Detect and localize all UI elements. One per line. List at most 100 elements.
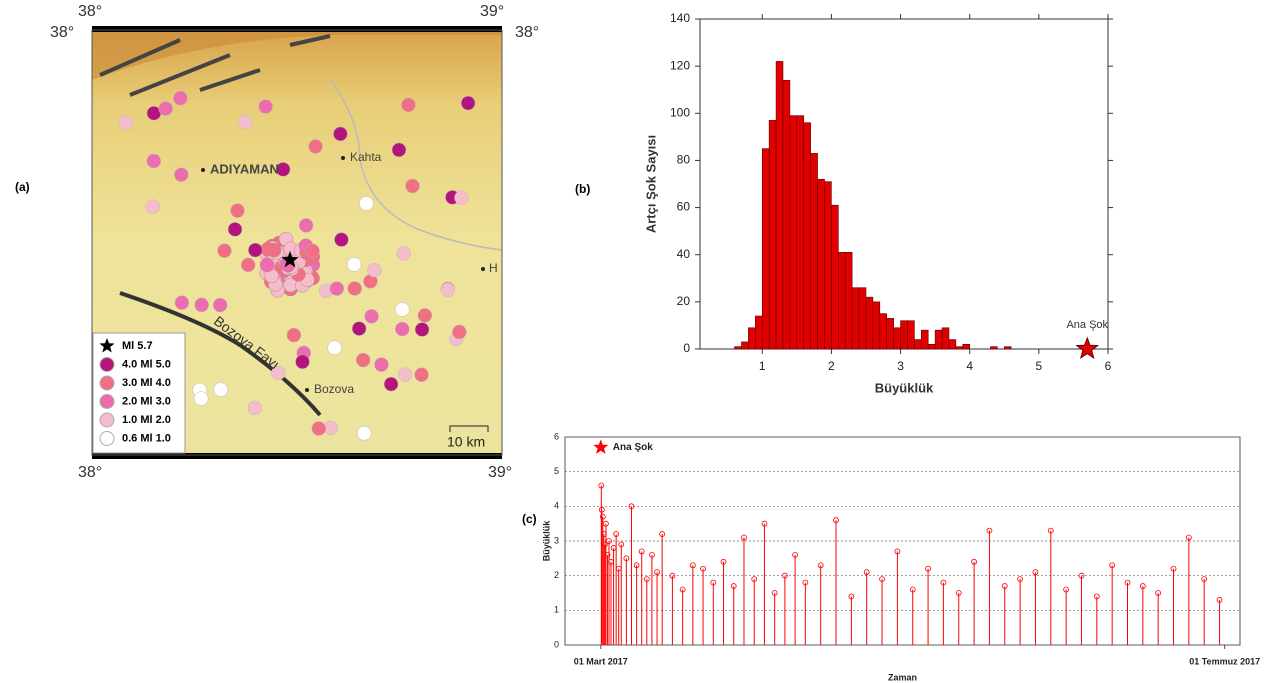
x-axis-label: Zaman <box>888 672 917 682</box>
x-tick-label: 1 <box>759 359 766 373</box>
bar <box>790 116 797 349</box>
event-circle <box>334 233 348 247</box>
event-circle <box>356 353 370 367</box>
figure: (a) (b) (c) 38° 39° 38° 38° 38° 39° ADIY… <box>0 0 1272 683</box>
bar <box>894 328 901 349</box>
bar <box>935 330 942 349</box>
event-circle <box>415 368 429 382</box>
legend-label: 4.0 Ml 5.0 <box>122 358 171 370</box>
x-tick-label: 5 <box>1036 359 1043 373</box>
place-label: Kahta <box>350 150 382 164</box>
map-border <box>92 26 502 32</box>
bar <box>762 149 769 349</box>
event-circle <box>299 218 313 232</box>
y-tick-label: 3 <box>554 535 559 545</box>
y-tick-label: 0 <box>554 639 559 649</box>
bar <box>1004 347 1011 349</box>
event-circle <box>147 154 161 168</box>
bar <box>942 328 949 349</box>
event-circle <box>217 244 231 258</box>
legend-symbol <box>100 358 114 372</box>
bar <box>755 316 762 349</box>
event-circle <box>328 341 342 355</box>
bar <box>921 330 928 349</box>
main-shock-star <box>1077 338 1098 358</box>
x-tick-label: 4 <box>966 359 973 373</box>
bar <box>859 288 866 349</box>
event-circle <box>248 401 262 415</box>
y-axis-label: Artçı Şok Sayısı <box>643 135 658 233</box>
scale-label: 10 km <box>447 434 485 450</box>
event-circle <box>461 96 475 110</box>
event-circle <box>295 355 309 369</box>
y-tick-label: 2 <box>554 570 559 580</box>
bar <box>741 342 748 349</box>
event-circle <box>174 168 188 182</box>
plot-frame <box>700 19 1108 349</box>
bar <box>776 61 783 349</box>
bar <box>907 321 914 349</box>
legend-symbol <box>100 395 114 409</box>
event-circle <box>159 102 173 116</box>
y-tick-label: 40 <box>677 247 691 261</box>
event-circle <box>287 328 301 342</box>
bar <box>949 340 956 349</box>
legend-symbol <box>100 376 114 390</box>
bar <box>811 153 818 349</box>
place-dot <box>341 156 345 160</box>
bar <box>769 120 776 349</box>
legend: Ml 5.74.0 Ml 5.03.0 Ml 4.02.0 Ml 3.01.0 … <box>93 333 185 453</box>
map: 38° 39° 38° 38° 38° 39° ADIYAMAN Kahta H… <box>50 3 539 481</box>
x-axis-label: Büyüklük <box>875 380 934 395</box>
event-circle <box>415 323 429 337</box>
y-tick-label: 20 <box>677 294 691 308</box>
event-circle <box>397 246 411 260</box>
legend-label: 2.0 Ml 3.0 <box>122 395 171 407</box>
event-circle <box>175 296 189 310</box>
y-tick-label: 60 <box>677 200 691 214</box>
bar <box>880 314 887 349</box>
event-circle <box>368 263 382 277</box>
event-circle <box>401 98 415 112</box>
event-circle <box>214 383 228 397</box>
event-circle <box>228 222 242 236</box>
event-circle <box>213 298 227 312</box>
event-circle <box>194 392 208 406</box>
bar <box>797 116 804 349</box>
y-tick-label: 120 <box>670 58 690 72</box>
event-circle <box>195 298 209 312</box>
coord-label: 39° <box>488 464 512 481</box>
bar <box>887 318 894 349</box>
event-circle <box>119 116 133 130</box>
legend-symbol <box>100 432 114 446</box>
event-circle <box>352 322 366 336</box>
bar <box>963 344 970 349</box>
event-circle <box>333 127 347 141</box>
annotation-label: Ana Şok <box>1066 319 1108 331</box>
event-circle <box>392 143 406 157</box>
y-tick-label: 80 <box>677 153 691 167</box>
event-circle <box>398 368 412 382</box>
bar <box>735 347 742 349</box>
place-label: H <box>489 261 498 275</box>
y-tick-label: 0 <box>683 341 690 355</box>
event-circle <box>395 322 409 336</box>
bar <box>852 288 859 349</box>
place-dot <box>481 267 485 271</box>
y-tick-label: 140 <box>670 11 690 25</box>
event-circle <box>347 257 361 271</box>
coord-label: 38° <box>78 464 102 481</box>
x-tick-label: 01 Temmuz 2017 <box>1189 656 1260 666</box>
event-circle <box>260 258 274 272</box>
x-tick-label: 01 Mart 2017 <box>574 656 628 666</box>
bar <box>845 252 852 349</box>
event-circle <box>146 200 160 214</box>
bar <box>901 321 908 349</box>
event-circle <box>357 426 371 440</box>
legend-label: 3.0 Ml 4.0 <box>122 377 171 389</box>
bar <box>748 328 755 349</box>
bar <box>783 80 790 349</box>
event-circle <box>441 283 455 297</box>
bar <box>914 340 921 349</box>
bar <box>804 123 811 349</box>
